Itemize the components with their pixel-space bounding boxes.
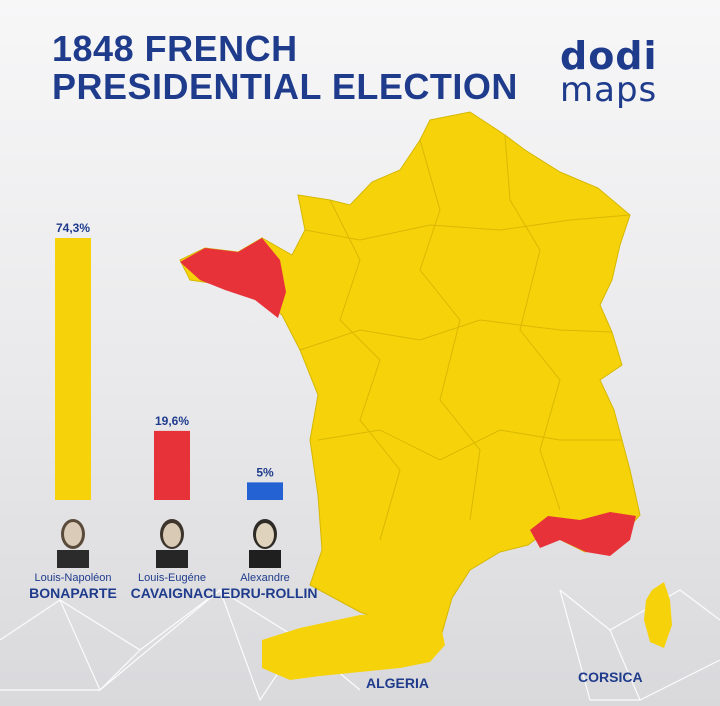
brand-logo: dodi maps (560, 34, 680, 110)
candidate-last-name-cavaignac: CAVAIGNAC (130, 585, 214, 601)
data-label-ledru-rollin: 5% (256, 465, 274, 479)
data-label-cavaignac: 19,6% (155, 414, 189, 428)
candidate-first-name-bonaparte: Louis-Napoléon (34, 572, 112, 584)
portrait-icon-cavaignac (156, 519, 188, 568)
logo-line-1: dodi (560, 34, 658, 78)
map-region-brittany (180, 238, 286, 318)
data-label-bonaparte: 74,3% (56, 221, 90, 235)
map-corsica (644, 582, 672, 648)
title-line-2: PRESIDENTIAL ELECTION (52, 66, 518, 107)
bar-ledru-rollin (247, 482, 283, 500)
portrait-icon-ledru-rollin (249, 519, 281, 568)
label-algeria: ALGERIA (366, 675, 429, 691)
map-algeria (262, 612, 445, 680)
candidate-first-name-ledru-rollin: Alexandre (240, 572, 290, 584)
bar-bonaparte (55, 238, 91, 500)
candidate-last-name-bonaparte: BONAPARTE (29, 585, 117, 601)
candidate-first-name-cavaignac: Louis-Eugéne (138, 572, 206, 584)
label-corsica: CORSICA (578, 669, 643, 685)
bar-cavaignac (154, 430, 190, 500)
page-title: 1848 FRENCH PRESIDENTIAL ELECTION (52, 30, 518, 106)
map-region-provence (530, 512, 636, 556)
logo-line-2: maps (560, 70, 658, 110)
candidate-last-name-ledru-rollin: LEDRU-ROLLIN (212, 585, 318, 601)
title-line-1: 1848 FRENCH (52, 28, 298, 69)
portrait-icon-bonaparte (57, 519, 89, 568)
map-department-borders (299, 134, 631, 541)
